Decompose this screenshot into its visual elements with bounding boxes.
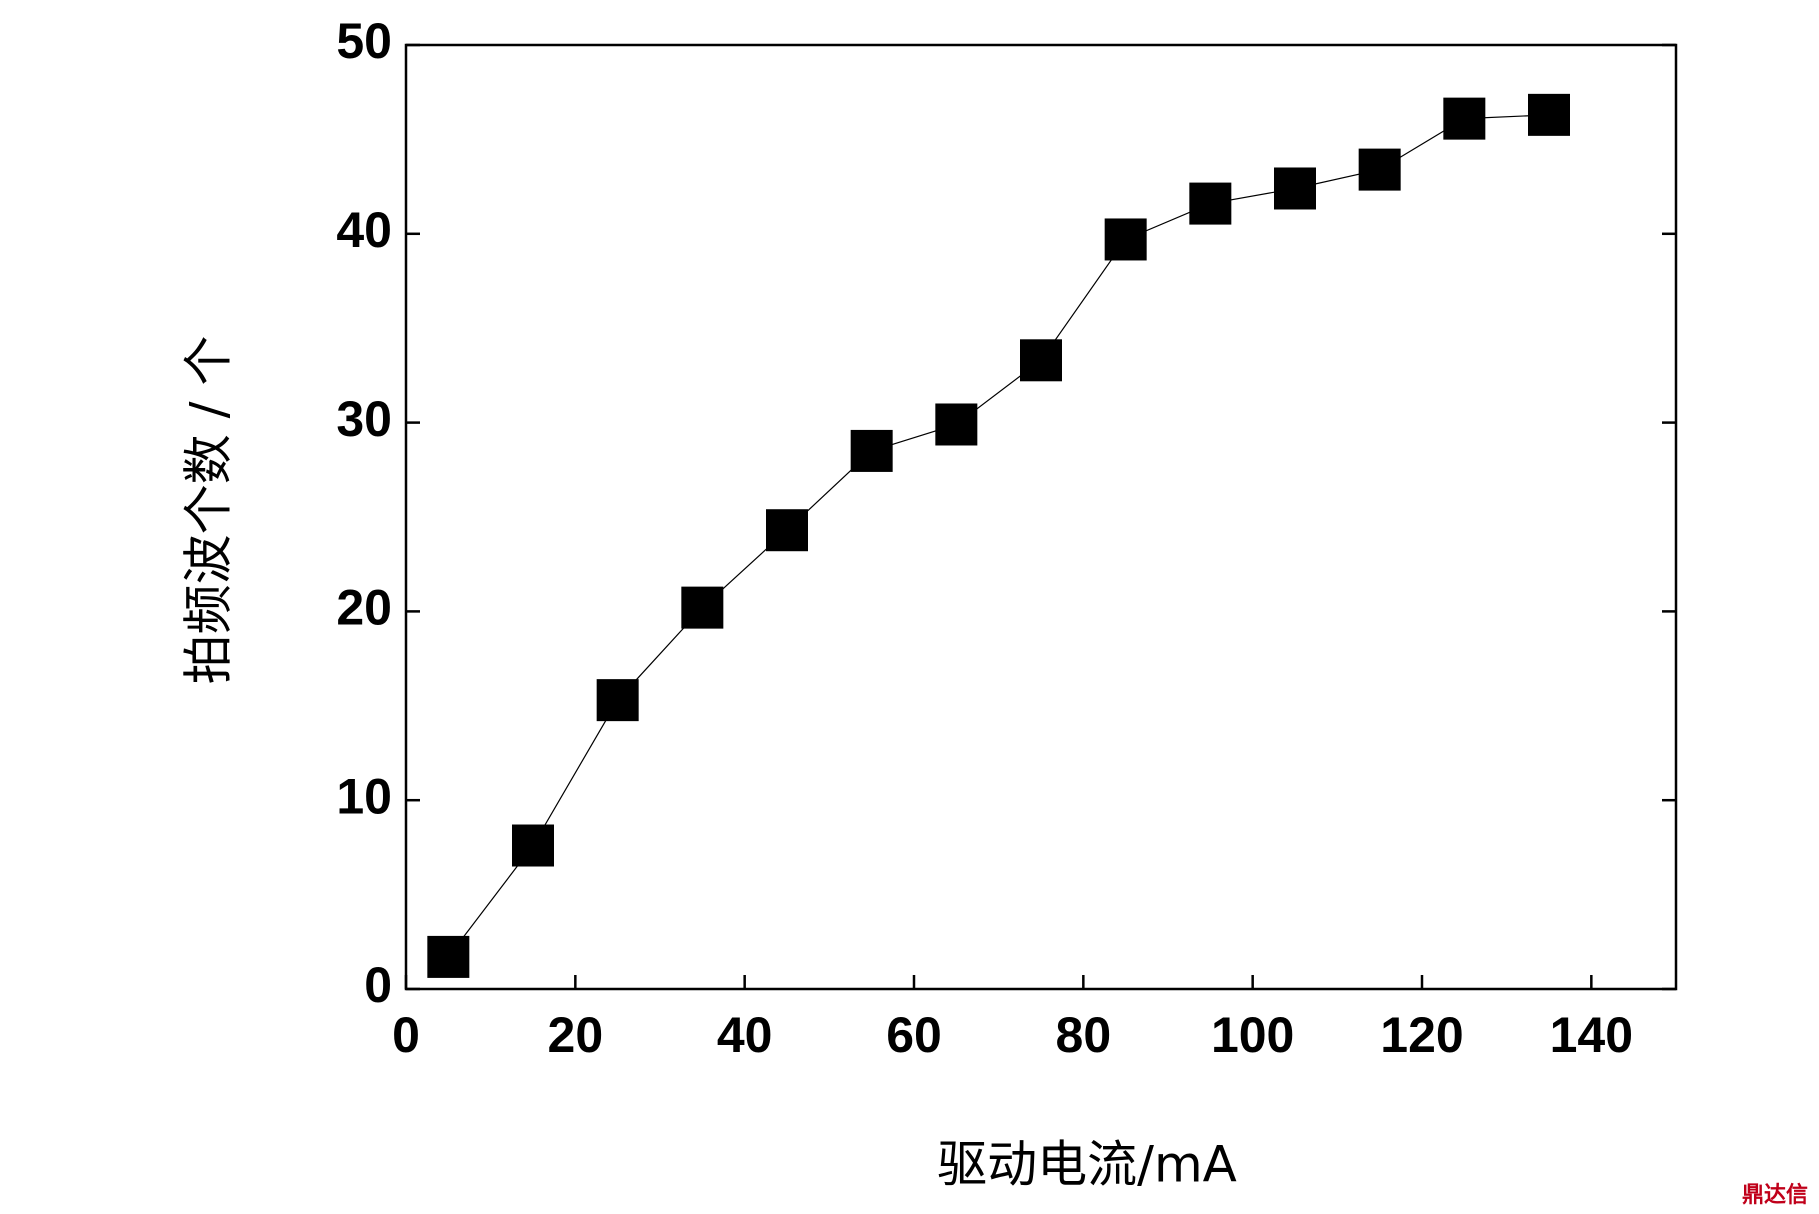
- x-tick-label: 80: [1056, 1007, 1112, 1063]
- plot-frame: [404, 43, 1678, 991]
- y-tick-label: 30: [336, 391, 392, 447]
- marker: [596, 679, 639, 722]
- marker: [850, 429, 893, 472]
- marker: [1443, 97, 1486, 140]
- marker: [1020, 339, 1062, 382]
- marker: [427, 935, 470, 978]
- marker: [1104, 218, 1147, 261]
- y-axis-label: 拍频波个数 / 个: [180, 336, 238, 685]
- marker: [935, 403, 978, 446]
- marker: [512, 824, 554, 867]
- x-tick-label: 40: [717, 1007, 773, 1063]
- marker: [1274, 167, 1316, 210]
- y-tick-label: 0: [364, 957, 392, 1013]
- x-axis-label: 驱动电流/mA: [937, 1136, 1237, 1194]
- series-line: [447, 114, 1550, 958]
- marker: [766, 509, 808, 552]
- marker: [681, 586, 724, 629]
- marker: [1358, 148, 1401, 191]
- x-tick-label: 20: [548, 1007, 604, 1063]
- y-tick-label: 50: [336, 13, 392, 69]
- y-tick-label: 10: [336, 768, 392, 824]
- marker: [1528, 93, 1570, 136]
- y-tick-label: 20: [336, 580, 392, 636]
- watermark: 鼎达信: [1742, 1182, 1808, 1208]
- x-tick-label: 60: [886, 1007, 942, 1063]
- x-tick-label: 140: [1550, 1007, 1633, 1063]
- x-tick-label: 100: [1211, 1007, 1294, 1063]
- y-tick-label: 40: [336, 202, 392, 258]
- marker: [1189, 182, 1232, 225]
- x-tick-label: 0: [392, 1007, 420, 1063]
- x-tick-label: 120: [1380, 1007, 1463, 1063]
